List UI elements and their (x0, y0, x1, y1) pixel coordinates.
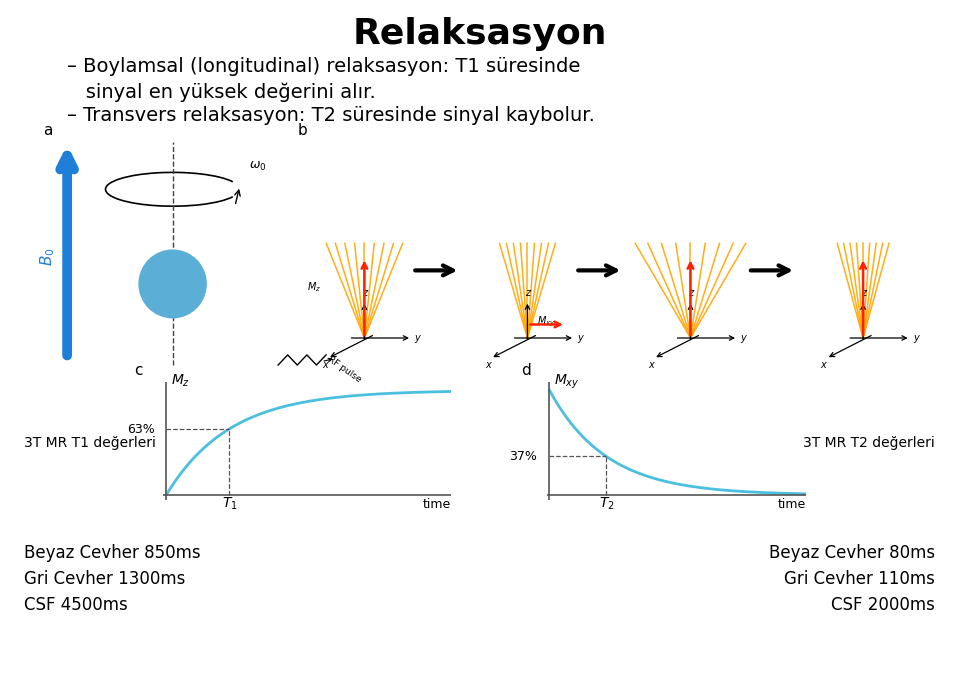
Text: $T_2$: $T_2$ (598, 496, 614, 512)
Text: $M_z$: $M_z$ (172, 373, 191, 389)
Text: x: x (485, 360, 491, 370)
Text: y: y (740, 333, 746, 343)
Text: b: b (297, 123, 307, 138)
Text: x: x (322, 360, 328, 370)
Text: a: a (43, 123, 53, 138)
Text: – Boylamsal (longitudinal) relaksasyon: T1 süresinde: – Boylamsal (longitudinal) relaksasyon: … (67, 57, 580, 76)
Text: $M_z$: $M_z$ (307, 281, 321, 295)
Text: time: time (778, 498, 806, 510)
Text: x: x (821, 360, 827, 370)
Text: z: z (362, 288, 367, 298)
Text: z: z (688, 288, 693, 298)
Text: c: c (134, 362, 143, 378)
Ellipse shape (139, 250, 206, 318)
Text: $M_{xy}$: $M_{xy}$ (554, 373, 579, 391)
Text: x: x (648, 360, 654, 370)
Text: $B_0$: $B_0$ (38, 247, 58, 266)
Text: 3T MR T2 değerleri: 3T MR T2 değerleri (804, 436, 935, 450)
Text: y: y (414, 333, 420, 343)
Text: sinyal en yüksek değerini alır.: sinyal en yüksek değerini alır. (67, 82, 376, 102)
Text: RF pulse: RF pulse (326, 354, 363, 384)
Text: – Transvers relaksasyon: T2 süresinde sinyal kaybolur.: – Transvers relaksasyon: T2 süresinde si… (67, 106, 595, 125)
Text: y: y (913, 333, 919, 343)
Text: $\omega_0$: $\omega_0$ (249, 160, 267, 173)
Text: Relaksasyon: Relaksasyon (352, 17, 607, 51)
Text: d: d (521, 362, 530, 378)
Text: Beyaz Cevher 80ms
Gri Cevher 110ms
CSF 2000ms: Beyaz Cevher 80ms Gri Cevher 110ms CSF 2… (769, 544, 935, 614)
Text: Beyaz Cevher 850ms
Gri Cevher 1300ms
CSF 4500ms: Beyaz Cevher 850ms Gri Cevher 1300ms CSF… (24, 544, 200, 614)
Text: z: z (860, 288, 866, 298)
Text: $M_{xy}$: $M_{xy}$ (537, 315, 555, 329)
Text: time: time (423, 498, 451, 510)
Text: y: y (577, 333, 583, 343)
Text: $T_1$: $T_1$ (222, 496, 237, 512)
Text: z: z (525, 288, 530, 298)
Text: 3T MR T1 değerleri: 3T MR T1 değerleri (24, 436, 156, 450)
Text: 37%: 37% (509, 450, 537, 463)
Text: 63%: 63% (127, 422, 154, 435)
